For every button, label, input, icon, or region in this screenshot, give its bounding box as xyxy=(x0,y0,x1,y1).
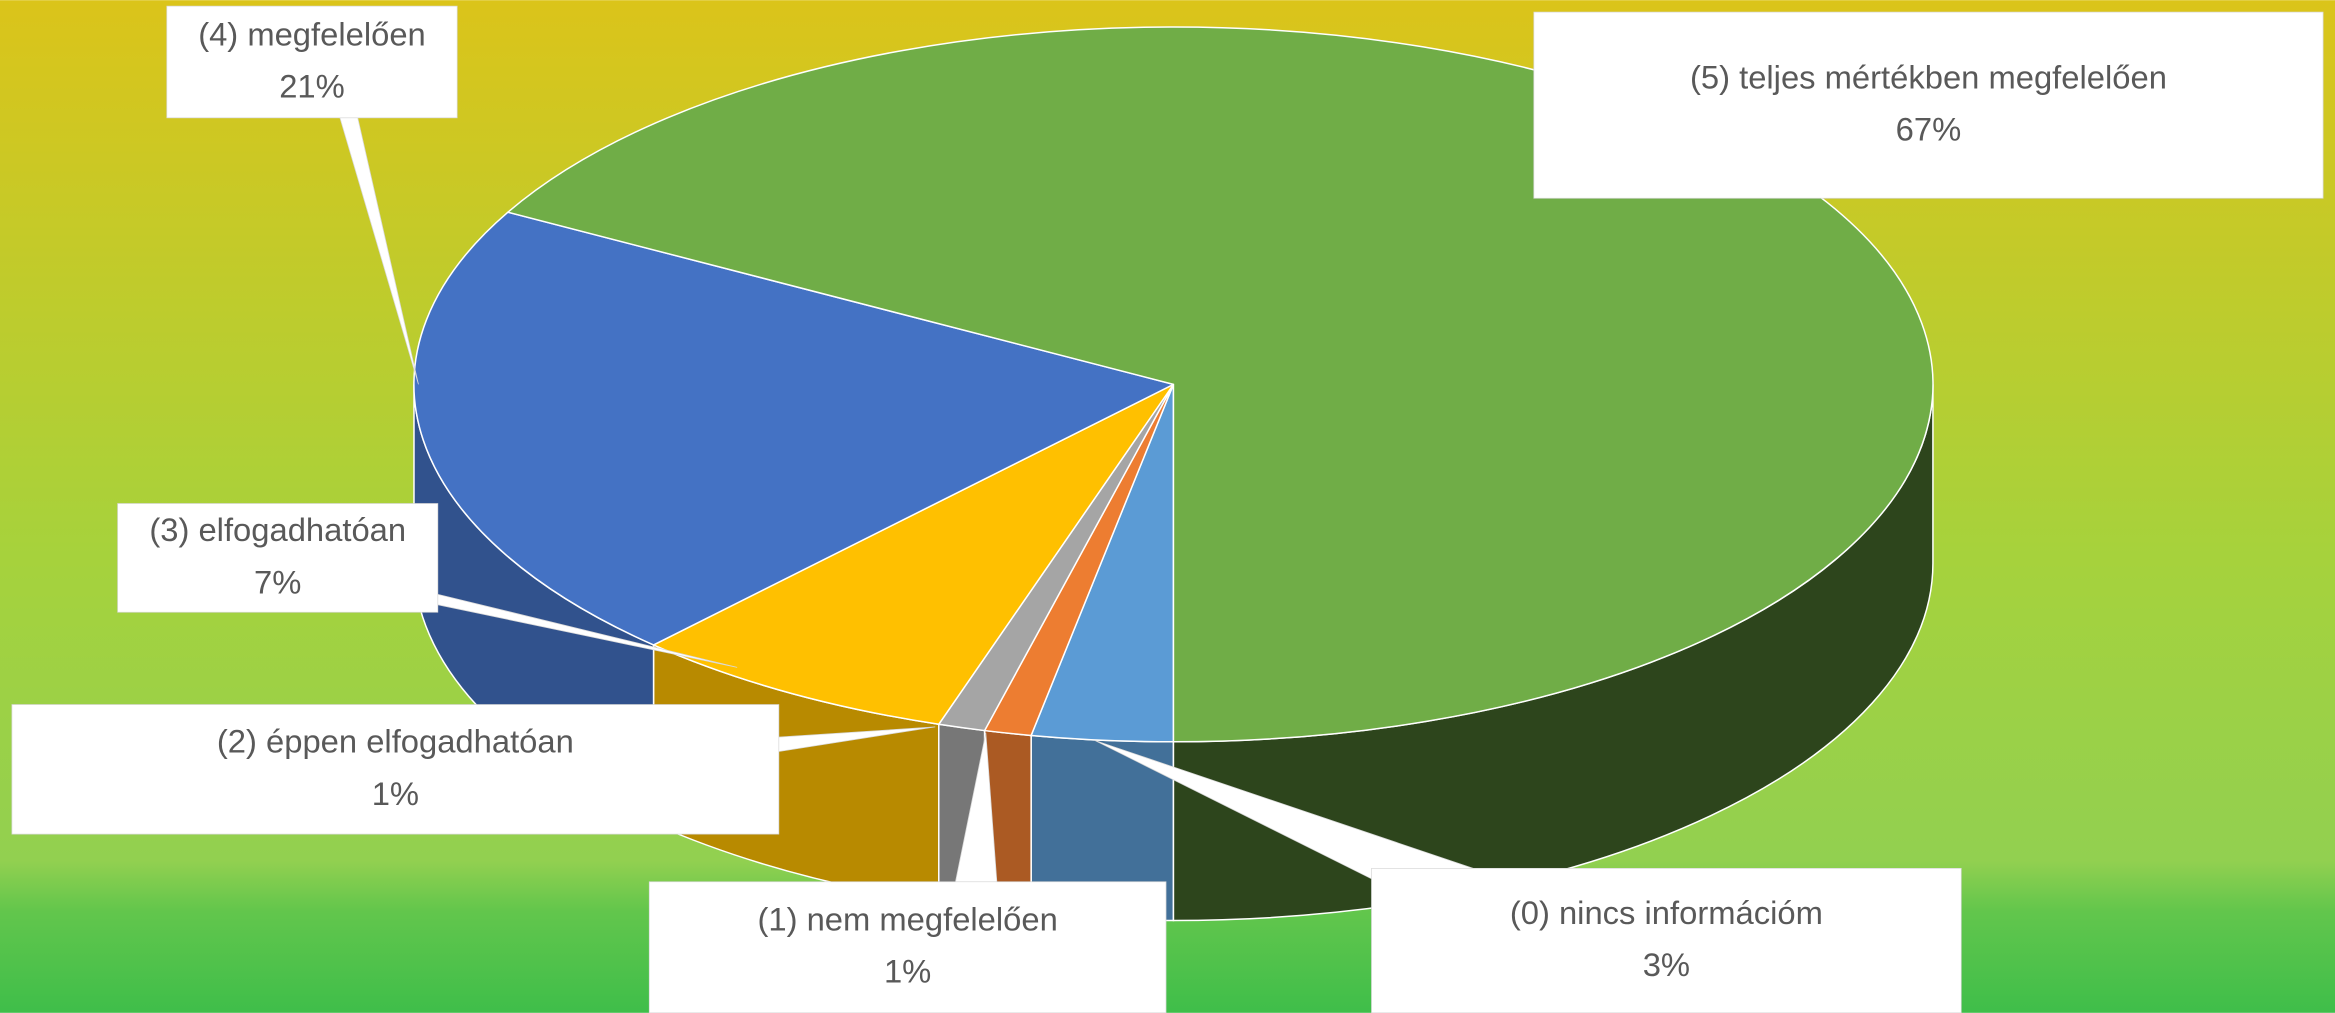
label-box xyxy=(11,704,780,835)
value-label: 67% xyxy=(1896,111,1962,148)
label-box xyxy=(117,503,439,613)
category-label: (1) nem megfelelően xyxy=(757,901,1057,938)
slice xyxy=(413,211,1176,646)
data-labels: (0) nincs információm 3% (1) nem megfelelő… xyxy=(11,5,2324,1013)
value-label: 1% xyxy=(372,775,419,812)
category-label: (3) elfogadhatóan xyxy=(149,511,406,548)
slice xyxy=(506,26,1934,743)
label-box xyxy=(648,881,1167,1013)
label-box xyxy=(166,5,458,119)
value-label: 21% xyxy=(279,67,345,104)
value-label: 7% xyxy=(254,563,301,600)
label-box xyxy=(1371,867,1962,1013)
value-label: 3% xyxy=(1643,946,1690,983)
category-label: (0) nincs információm xyxy=(1510,894,1823,931)
value-label: 1% xyxy=(884,953,931,990)
category-label: (5) teljes mértékben megfelelően xyxy=(1690,59,2167,96)
label-box xyxy=(1533,11,2324,199)
category-label: (2) éppen elfogadhatóan xyxy=(217,723,574,760)
category-label: (4) megfelelően xyxy=(198,15,426,52)
